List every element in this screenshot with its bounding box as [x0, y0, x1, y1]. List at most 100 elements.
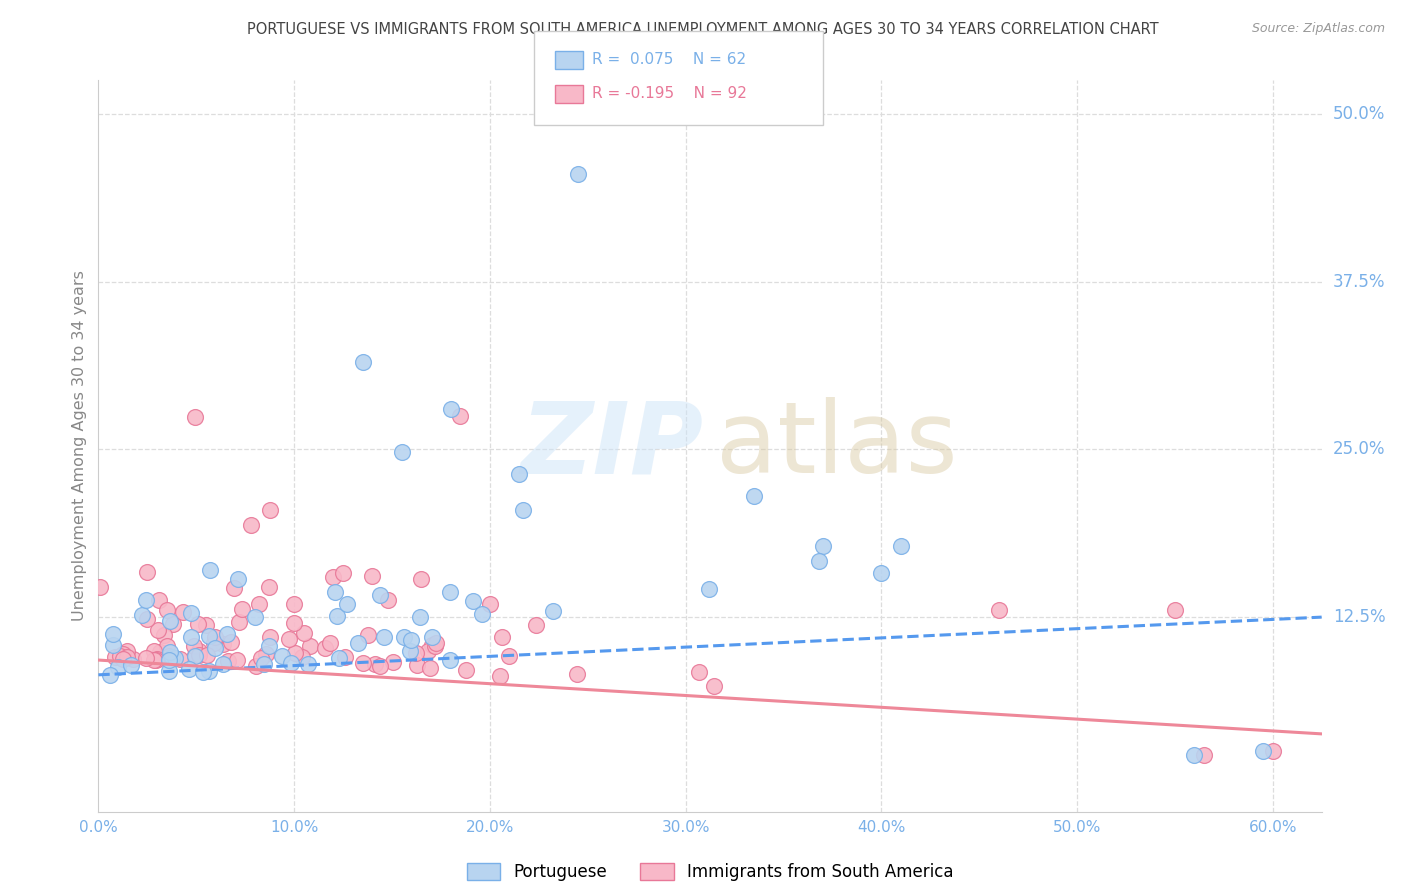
Point	[1164, 603, 1187, 617]
Point	[157, 649, 180, 664]
Text: ZIP: ZIP	[520, 398, 704, 494]
Point	[456, 663, 478, 677]
Point	[439, 585, 461, 599]
Point	[292, 626, 315, 640]
Text: Source: ZipAtlas.com: Source: ZipAtlas.com	[1251, 22, 1385, 36]
Point	[335, 649, 357, 664]
Point	[471, 607, 494, 621]
Point	[382, 655, 405, 669]
Text: 50.0%: 50.0%	[1333, 105, 1385, 123]
Point	[259, 639, 281, 653]
Point	[1261, 744, 1284, 758]
Point	[101, 638, 124, 652]
Point	[277, 632, 299, 647]
Point	[228, 615, 250, 629]
Point	[364, 657, 387, 671]
Point	[1192, 748, 1215, 763]
Point	[491, 630, 513, 644]
Point	[162, 651, 184, 665]
Point	[1184, 748, 1206, 763]
Point	[193, 665, 215, 679]
Point	[297, 657, 319, 671]
Point	[567, 666, 589, 681]
Text: atlas: atlas	[716, 398, 957, 494]
Point	[332, 566, 354, 580]
Point	[226, 572, 249, 586]
Point	[198, 664, 221, 678]
Point	[419, 661, 441, 675]
Point	[352, 355, 374, 369]
Point	[187, 648, 209, 662]
Point	[391, 445, 413, 459]
Point	[112, 647, 135, 661]
Point	[146, 651, 169, 665]
Point	[195, 617, 218, 632]
Point	[217, 626, 239, 640]
Point	[157, 664, 180, 678]
Point	[219, 635, 242, 649]
Point	[425, 636, 447, 650]
Point	[357, 628, 380, 642]
Text: 12.5%: 12.5%	[1333, 608, 1385, 626]
Point	[280, 656, 302, 670]
Point	[117, 643, 139, 657]
Point	[212, 657, 235, 672]
Point	[252, 657, 274, 671]
Point	[352, 657, 374, 671]
Point	[489, 669, 512, 683]
Point	[440, 402, 463, 417]
Point	[122, 652, 145, 666]
Point	[112, 651, 135, 665]
Point	[169, 652, 191, 666]
Point	[508, 467, 530, 481]
Point	[159, 614, 181, 628]
Point	[449, 409, 471, 424]
Point	[697, 582, 720, 597]
Point	[183, 639, 205, 653]
Text: R = -0.195    N = 92: R = -0.195 N = 92	[592, 87, 747, 101]
Point	[512, 502, 534, 516]
Point	[270, 648, 292, 663]
Point	[195, 648, 218, 662]
Point	[420, 630, 443, 644]
Point	[243, 610, 266, 624]
Point	[245, 659, 267, 673]
Point	[115, 649, 138, 664]
Point	[811, 539, 834, 553]
Point	[299, 639, 322, 653]
Point	[163, 651, 186, 665]
Point	[187, 617, 209, 632]
Point	[409, 609, 432, 624]
Point	[291, 649, 314, 664]
Point	[142, 653, 165, 667]
Point	[405, 658, 427, 673]
Point	[162, 617, 184, 632]
Point	[225, 653, 247, 667]
Point	[283, 616, 305, 631]
Point	[231, 601, 253, 615]
Point	[326, 609, 349, 624]
Point	[172, 605, 194, 619]
Point	[257, 580, 280, 594]
Point	[204, 640, 226, 655]
Y-axis label: Unemployment Among Ages 30 to 34 years: Unemployment Among Ages 30 to 34 years	[72, 270, 87, 622]
Point	[153, 628, 176, 642]
Point	[870, 566, 893, 580]
Point	[107, 660, 129, 674]
Point	[204, 630, 226, 644]
Point	[398, 643, 420, 657]
Point	[180, 606, 202, 620]
Point	[184, 649, 207, 664]
Point	[742, 489, 765, 503]
Point	[146, 623, 169, 637]
Point	[184, 410, 207, 425]
Point	[156, 603, 179, 617]
Point	[198, 563, 221, 577]
Point	[439, 653, 461, 667]
Point	[224, 582, 246, 596]
Point	[98, 668, 121, 682]
Point	[323, 584, 346, 599]
Point	[336, 598, 359, 612]
Point	[987, 603, 1010, 617]
Point	[254, 647, 277, 661]
